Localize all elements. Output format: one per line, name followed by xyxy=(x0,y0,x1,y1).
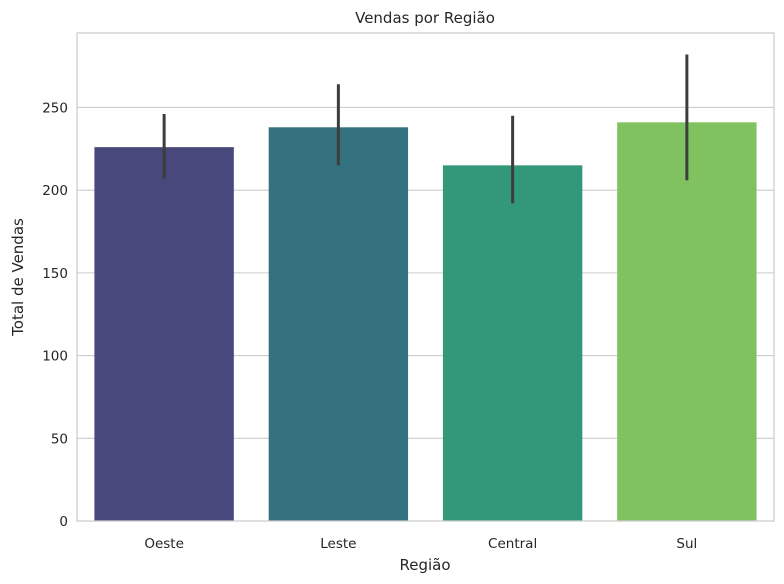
x-tick-label: Sul xyxy=(676,536,697,552)
plot-frame xyxy=(76,32,775,522)
bar xyxy=(617,122,757,522)
x-tick-label: Oeste xyxy=(144,536,184,552)
y-tick-label: 0 xyxy=(59,514,68,530)
x-tick-label: Leste xyxy=(320,536,356,552)
x-axis-label: Região xyxy=(399,556,450,574)
chart-title: Vendas por Região xyxy=(355,9,495,27)
y-axis-label: Total de Vendas xyxy=(9,218,27,337)
y-tick-label: 200 xyxy=(42,183,68,199)
bar xyxy=(442,165,583,521)
error-bars xyxy=(162,54,689,204)
x-tick-labels: Oeste Leste Central Sul xyxy=(144,536,697,552)
y-tick-label: 50 xyxy=(51,431,68,447)
x-tick-label: Central xyxy=(488,536,537,552)
bars xyxy=(94,122,757,522)
y-tick-label: 250 xyxy=(42,100,68,116)
bar xyxy=(94,147,234,521)
y-tick-label: 100 xyxy=(42,349,68,365)
bar xyxy=(268,127,409,521)
y-tick-labels: 0 50 100 150 200 250 xyxy=(42,100,68,530)
y-tick-label: 150 xyxy=(42,266,68,282)
